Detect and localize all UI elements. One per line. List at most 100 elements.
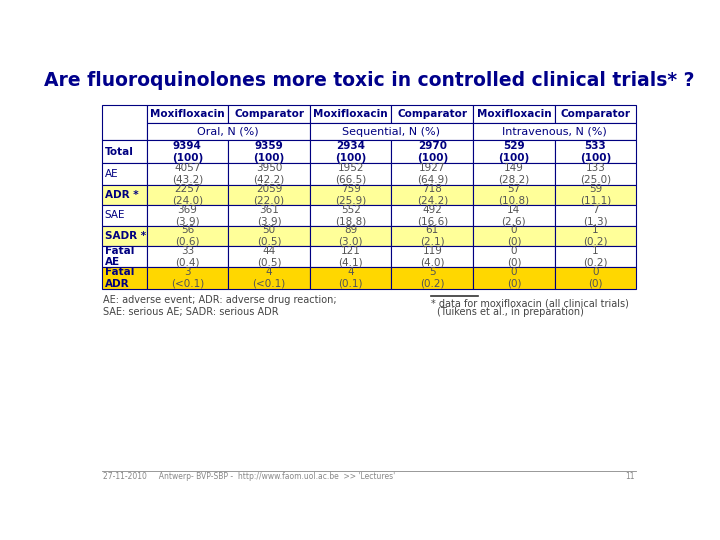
- Text: Total: Total: [104, 147, 134, 157]
- Bar: [102, 226, 147, 246]
- Text: 0
(0): 0 (0): [588, 267, 603, 289]
- Text: 718
(24.2): 718 (24.2): [417, 184, 448, 206]
- Bar: [473, 267, 554, 289]
- Text: 119
(4.0): 119 (4.0): [420, 246, 444, 267]
- Bar: [228, 205, 310, 226]
- Bar: [473, 246, 554, 267]
- Text: 533
(100): 533 (100): [580, 141, 611, 163]
- Bar: [473, 105, 554, 123]
- Text: SADR *: SADR *: [104, 231, 146, 241]
- Text: 14
(2.6): 14 (2.6): [502, 205, 526, 226]
- Text: Moxifloxacin: Moxifloxacin: [477, 109, 552, 119]
- Bar: [310, 185, 392, 205]
- Bar: [147, 164, 228, 185]
- Text: 9359
(100): 9359 (100): [253, 141, 284, 163]
- Text: 27-11-2010     Antwerp- BVP-SBP -  http://www.faom.uol.ac.be  >> 'Lectures': 27-11-2010 Antwerp- BVP-SBP - http://www…: [103, 472, 395, 481]
- Text: 2257
(24.0): 2257 (24.0): [172, 184, 203, 206]
- Text: 5
(0.2): 5 (0.2): [420, 267, 444, 289]
- Bar: [392, 140, 473, 164]
- Bar: [554, 105, 636, 123]
- Text: 369
(3.9): 369 (3.9): [175, 205, 199, 226]
- Bar: [147, 123, 310, 140]
- Text: 4057
(43.2): 4057 (43.2): [172, 163, 203, 185]
- Bar: [392, 105, 473, 123]
- Text: 59
(11.1): 59 (11.1): [580, 184, 611, 206]
- Bar: [147, 267, 228, 289]
- Bar: [147, 246, 228, 267]
- Text: 529
(100): 529 (100): [498, 141, 529, 163]
- Text: 0
(0): 0 (0): [507, 246, 521, 267]
- Text: Moxifloxacin: Moxifloxacin: [313, 109, 388, 119]
- Text: 3
(<0.1): 3 (<0.1): [171, 267, 204, 289]
- Text: 2934
(100): 2934 (100): [335, 141, 366, 163]
- Bar: [554, 185, 636, 205]
- Bar: [102, 140, 147, 164]
- Text: 11: 11: [626, 472, 635, 481]
- Bar: [147, 105, 228, 123]
- Bar: [473, 164, 554, 185]
- Text: Comparator: Comparator: [561, 109, 631, 119]
- Bar: [102, 246, 147, 267]
- Text: 4
(0.1): 4 (0.1): [338, 267, 363, 289]
- Text: 133
(25.0): 133 (25.0): [580, 163, 611, 185]
- Text: 3950
(42.2): 3950 (42.2): [253, 163, 284, 185]
- Text: 57
(10.8): 57 (10.8): [498, 184, 529, 206]
- Bar: [228, 164, 310, 185]
- Text: * data for moxifloxacin (all clinical trials): * data for moxifloxacin (all clinical tr…: [431, 298, 629, 308]
- Bar: [102, 205, 147, 226]
- Bar: [310, 105, 392, 123]
- Bar: [554, 246, 636, 267]
- Bar: [392, 164, 473, 185]
- Bar: [310, 164, 392, 185]
- Bar: [228, 226, 310, 246]
- Bar: [554, 226, 636, 246]
- Bar: [554, 164, 636, 185]
- Text: 121
(4.1): 121 (4.1): [338, 246, 363, 267]
- Bar: [473, 140, 554, 164]
- Text: Comparator: Comparator: [234, 109, 304, 119]
- Bar: [102, 164, 147, 185]
- Text: 61
(2.1): 61 (2.1): [420, 225, 445, 247]
- Text: 50
(0.5): 50 (0.5): [257, 225, 282, 247]
- Text: 0
(0): 0 (0): [507, 267, 521, 289]
- Text: 56
(0.6): 56 (0.6): [175, 225, 199, 247]
- Bar: [392, 267, 473, 289]
- Bar: [392, 246, 473, 267]
- Bar: [310, 205, 392, 226]
- Bar: [473, 123, 636, 140]
- Bar: [147, 140, 228, 164]
- Text: 1
(0.2): 1 (0.2): [583, 246, 608, 267]
- Text: 1927
(64.9): 1927 (64.9): [417, 163, 448, 185]
- Bar: [310, 123, 473, 140]
- Text: 2970
(100): 2970 (100): [417, 141, 448, 163]
- Text: Fatal
AE: Fatal AE: [104, 246, 134, 267]
- Text: ADR *: ADR *: [104, 190, 138, 200]
- Text: SAE: SAE: [104, 211, 125, 220]
- Text: Sequential, N (%): Sequential, N (%): [343, 127, 441, 137]
- Text: (Tuikens et al., in preparation): (Tuikens et al., in preparation): [437, 307, 584, 316]
- Bar: [310, 246, 392, 267]
- Bar: [228, 140, 310, 164]
- Text: 492
(16.6): 492 (16.6): [417, 205, 448, 226]
- Text: Fatal
ADR: Fatal ADR: [104, 267, 134, 289]
- Text: 0
(0): 0 (0): [507, 225, 521, 247]
- Bar: [228, 246, 310, 267]
- Text: 2059
(22.0): 2059 (22.0): [253, 184, 284, 206]
- Text: 552
(18.8): 552 (18.8): [335, 205, 366, 226]
- Bar: [473, 226, 554, 246]
- Text: 1952
(66.5): 1952 (66.5): [335, 163, 366, 185]
- Bar: [228, 267, 310, 289]
- Text: AE: adverse event; ADR: adverse drug reaction;
SAE: serious AE; SADR: serious AD: AE: adverse event; ADR: adverse drug rea…: [103, 295, 337, 316]
- Text: Are fluoroquinolones more toxic in controlled clinical trials* ?: Are fluoroquinolones more toxic in contr…: [44, 71, 694, 90]
- Bar: [554, 267, 636, 289]
- Text: 759
(25.9): 759 (25.9): [335, 184, 366, 206]
- Bar: [228, 185, 310, 205]
- Bar: [554, 205, 636, 226]
- Text: 4
(<0.1): 4 (<0.1): [253, 267, 286, 289]
- Bar: [228, 105, 310, 123]
- Bar: [147, 205, 228, 226]
- Text: 9394
(100): 9394 (100): [172, 141, 203, 163]
- Bar: [392, 226, 473, 246]
- Text: Intravenous, N (%): Intravenous, N (%): [503, 127, 607, 137]
- Text: 361
(3.9): 361 (3.9): [257, 205, 282, 226]
